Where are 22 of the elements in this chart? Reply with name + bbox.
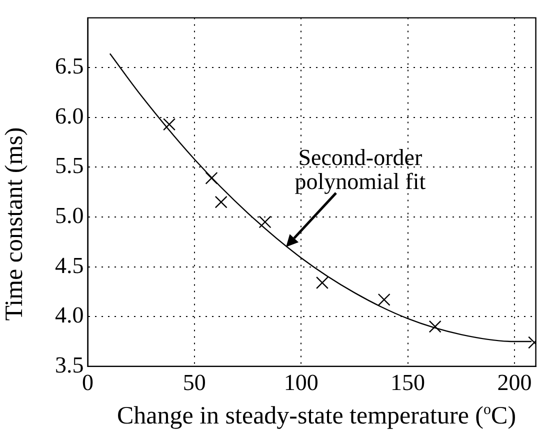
x-tick-label: 50 (182, 370, 206, 396)
y-tick-label: 4.0 (55, 302, 84, 328)
y-tick-label: 4.5 (55, 252, 84, 278)
point (428, 320, 442, 333)
point (214, 196, 228, 208)
y-tick-label: 3.5 (55, 352, 84, 378)
point (258, 216, 272, 228)
y-tick-label: 5.0 (55, 203, 84, 228)
x-tick-label: 150 (390, 370, 426, 396)
annotation: Second-order polynomial fit (294, 144, 426, 194)
y-tick-label: 6.0 (55, 103, 84, 128)
x-tick-label: 100 (284, 370, 318, 396)
x-tick-label: 0 (82, 370, 94, 396)
point (205, 172, 218, 184)
x-axis-title: Change in steady-state temperature ($^{o}$C) (116, 402, 518, 430)
y-tick-label: 6.5 (55, 54, 84, 79)
y-tick-label: 5.5 (55, 153, 84, 178)
x-tick-label: 200 (497, 370, 532, 396)
y-axis-title: Time constant (ms) (1, 126, 29, 323)
point (316, 276, 328, 289)
point (162, 118, 176, 131)
point (378, 293, 390, 306)
